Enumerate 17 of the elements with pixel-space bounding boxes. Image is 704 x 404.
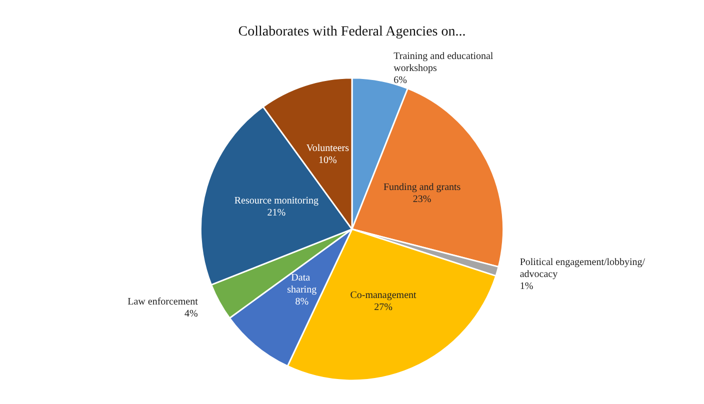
data-label: 8% xyxy=(295,296,309,308)
slice-label: Funding and grants xyxy=(383,182,461,193)
data-label: 4% xyxy=(184,308,198,320)
slice-label: Data sharing xyxy=(287,272,317,296)
slice-label: Law enforcement xyxy=(128,296,198,308)
data-label: 23% xyxy=(412,194,432,205)
slice-label: Training and educational workshops xyxy=(394,51,496,74)
slice-label: Co-management xyxy=(350,290,417,301)
slice-label: Resource monitoring xyxy=(234,196,319,207)
chart-title: Collaborates with Federal Agencies on... xyxy=(238,24,466,40)
data-label: 21% xyxy=(267,208,286,219)
data-label: 6% xyxy=(394,75,407,86)
data-label: 27% xyxy=(374,302,392,313)
data-label: 10% xyxy=(318,154,337,166)
data-label: 1% xyxy=(520,281,534,292)
slice-label: Volunteers xyxy=(306,142,350,154)
slice-label: Political engagement/lobbying/advocacy xyxy=(520,257,646,280)
